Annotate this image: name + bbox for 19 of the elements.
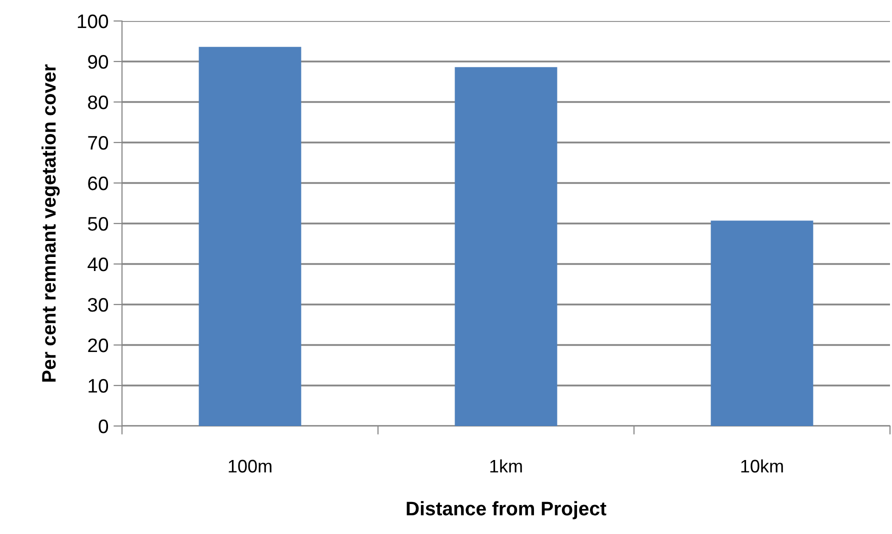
bar (454, 67, 558, 426)
y-tick-label: 20 (88, 338, 108, 352)
x-tick-label: 1km (490, 459, 522, 472)
bar (710, 220, 814, 426)
y-axis-title: Per cent remnant vegetation cover (41, 64, 60, 382)
x-axis-title: Distance from Project (406, 501, 606, 520)
y-tick-label: 90 (88, 54, 108, 69)
y-tick-label: 0 (98, 419, 108, 434)
y-tick-label: 50 (88, 216, 108, 231)
x-tick-label: 100m (228, 460, 272, 473)
bar (198, 46, 302, 426)
y-tick-label: 10 (88, 378, 108, 393)
y-tick-label: 60 (88, 176, 108, 190)
x-tick-label: 10km (741, 459, 783, 473)
y-tick-label: 100 (78, 14, 108, 28)
y-tick-label: 80 (88, 95, 108, 110)
y-tick-label: 70 (88, 136, 108, 150)
y-tick-label: 30 (88, 298, 108, 312)
y-tick-label: 40 (88, 257, 108, 272)
